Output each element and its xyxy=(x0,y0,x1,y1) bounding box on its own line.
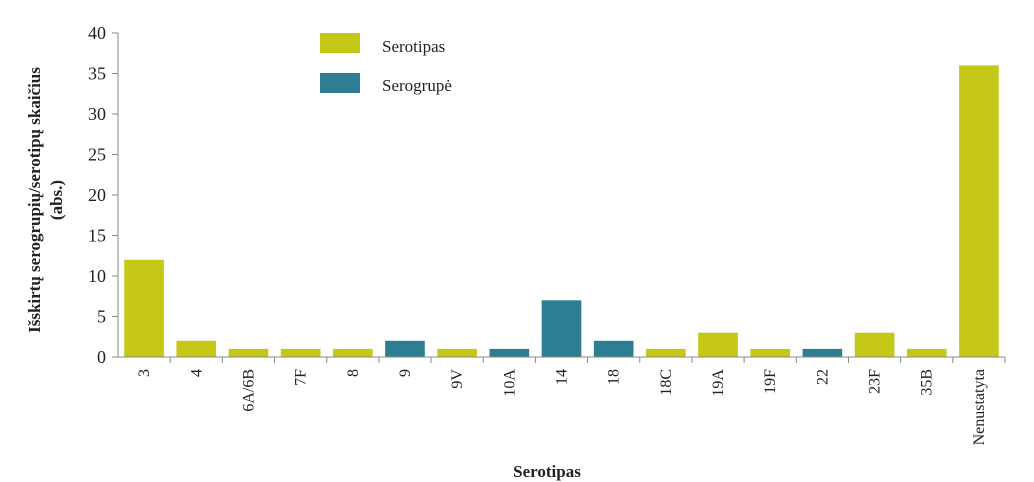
bar xyxy=(906,348,947,357)
y-tick-label: 10 xyxy=(88,266,106,286)
bars xyxy=(124,65,999,358)
x-axis-title: Serotipas xyxy=(513,462,581,481)
x-tick-label: 23F xyxy=(867,369,884,394)
y-tick-label: 30 xyxy=(88,104,106,124)
x-tick-label: 18C xyxy=(658,369,675,396)
x-tick-label: Nenustatyta xyxy=(971,369,988,445)
legend-label-serogrupe: Serogrupė xyxy=(382,76,452,95)
x-tick-label: 10A xyxy=(501,369,518,397)
y-tick-label: 35 xyxy=(88,64,106,84)
x-tick-label: 19F xyxy=(762,369,779,394)
x-tick-label: 6A/6B xyxy=(240,369,257,412)
x-tick-label: 8 xyxy=(345,369,362,377)
bar xyxy=(854,332,895,357)
y-axis-title-line2: (abs.) xyxy=(47,180,66,220)
bar xyxy=(593,340,634,357)
x-tick-label: 7F xyxy=(293,369,310,386)
x-tick-label: 14 xyxy=(554,369,571,385)
legend-swatch-serogrupe xyxy=(320,73,360,93)
x-tick-label: 19A xyxy=(710,369,727,397)
legend-swatch-serotipas xyxy=(320,33,360,53)
bar xyxy=(698,332,738,357)
bar xyxy=(437,348,477,357)
bar xyxy=(646,348,686,357)
bar xyxy=(385,340,425,357)
x-tick-label: 9 xyxy=(397,369,414,377)
y-axis-ticks: 0 5 10 15 20 25 30 35 40 xyxy=(88,23,118,367)
bar xyxy=(176,340,217,357)
x-axis-ticks: 3 4 6A/6B 7F 8 9 9V 10A 14 18 18C 19A 19F 22 23F 35B Nen… xyxy=(136,357,1006,445)
bar xyxy=(124,259,164,357)
y-tick-label: 20 xyxy=(88,185,106,205)
bar xyxy=(959,65,999,358)
bar xyxy=(489,348,530,357)
x-tick-label: 3 xyxy=(136,369,153,377)
x-tick-label: 35B xyxy=(919,369,936,396)
legend-label-serotipas: Serotipas xyxy=(382,37,445,56)
x-tick-label: 22 xyxy=(814,369,831,385)
y-tick-label: 5 xyxy=(97,307,106,327)
bar xyxy=(750,348,791,357)
y-tick-label: 40 xyxy=(88,23,106,43)
x-tick-label: 4 xyxy=(188,369,205,377)
y-axis-title-line1: Išskirtų serogrupių/serotipų skaičius xyxy=(25,67,44,333)
bar xyxy=(802,348,843,357)
bar xyxy=(228,348,269,357)
x-tick-label: 9V xyxy=(449,369,466,389)
y-axis-title: Išskirtų serogrupių/serotipų skaičius (a… xyxy=(25,67,66,333)
y-tick-label: 15 xyxy=(88,226,106,246)
bar xyxy=(332,348,373,357)
bar xyxy=(280,348,321,357)
y-tick-label: 25 xyxy=(88,145,106,165)
legend: Serotipas Serogrupė xyxy=(320,33,452,95)
x-tick-label: 18 xyxy=(606,369,623,385)
y-tick-label: 0 xyxy=(97,347,106,367)
bar xyxy=(541,300,582,357)
